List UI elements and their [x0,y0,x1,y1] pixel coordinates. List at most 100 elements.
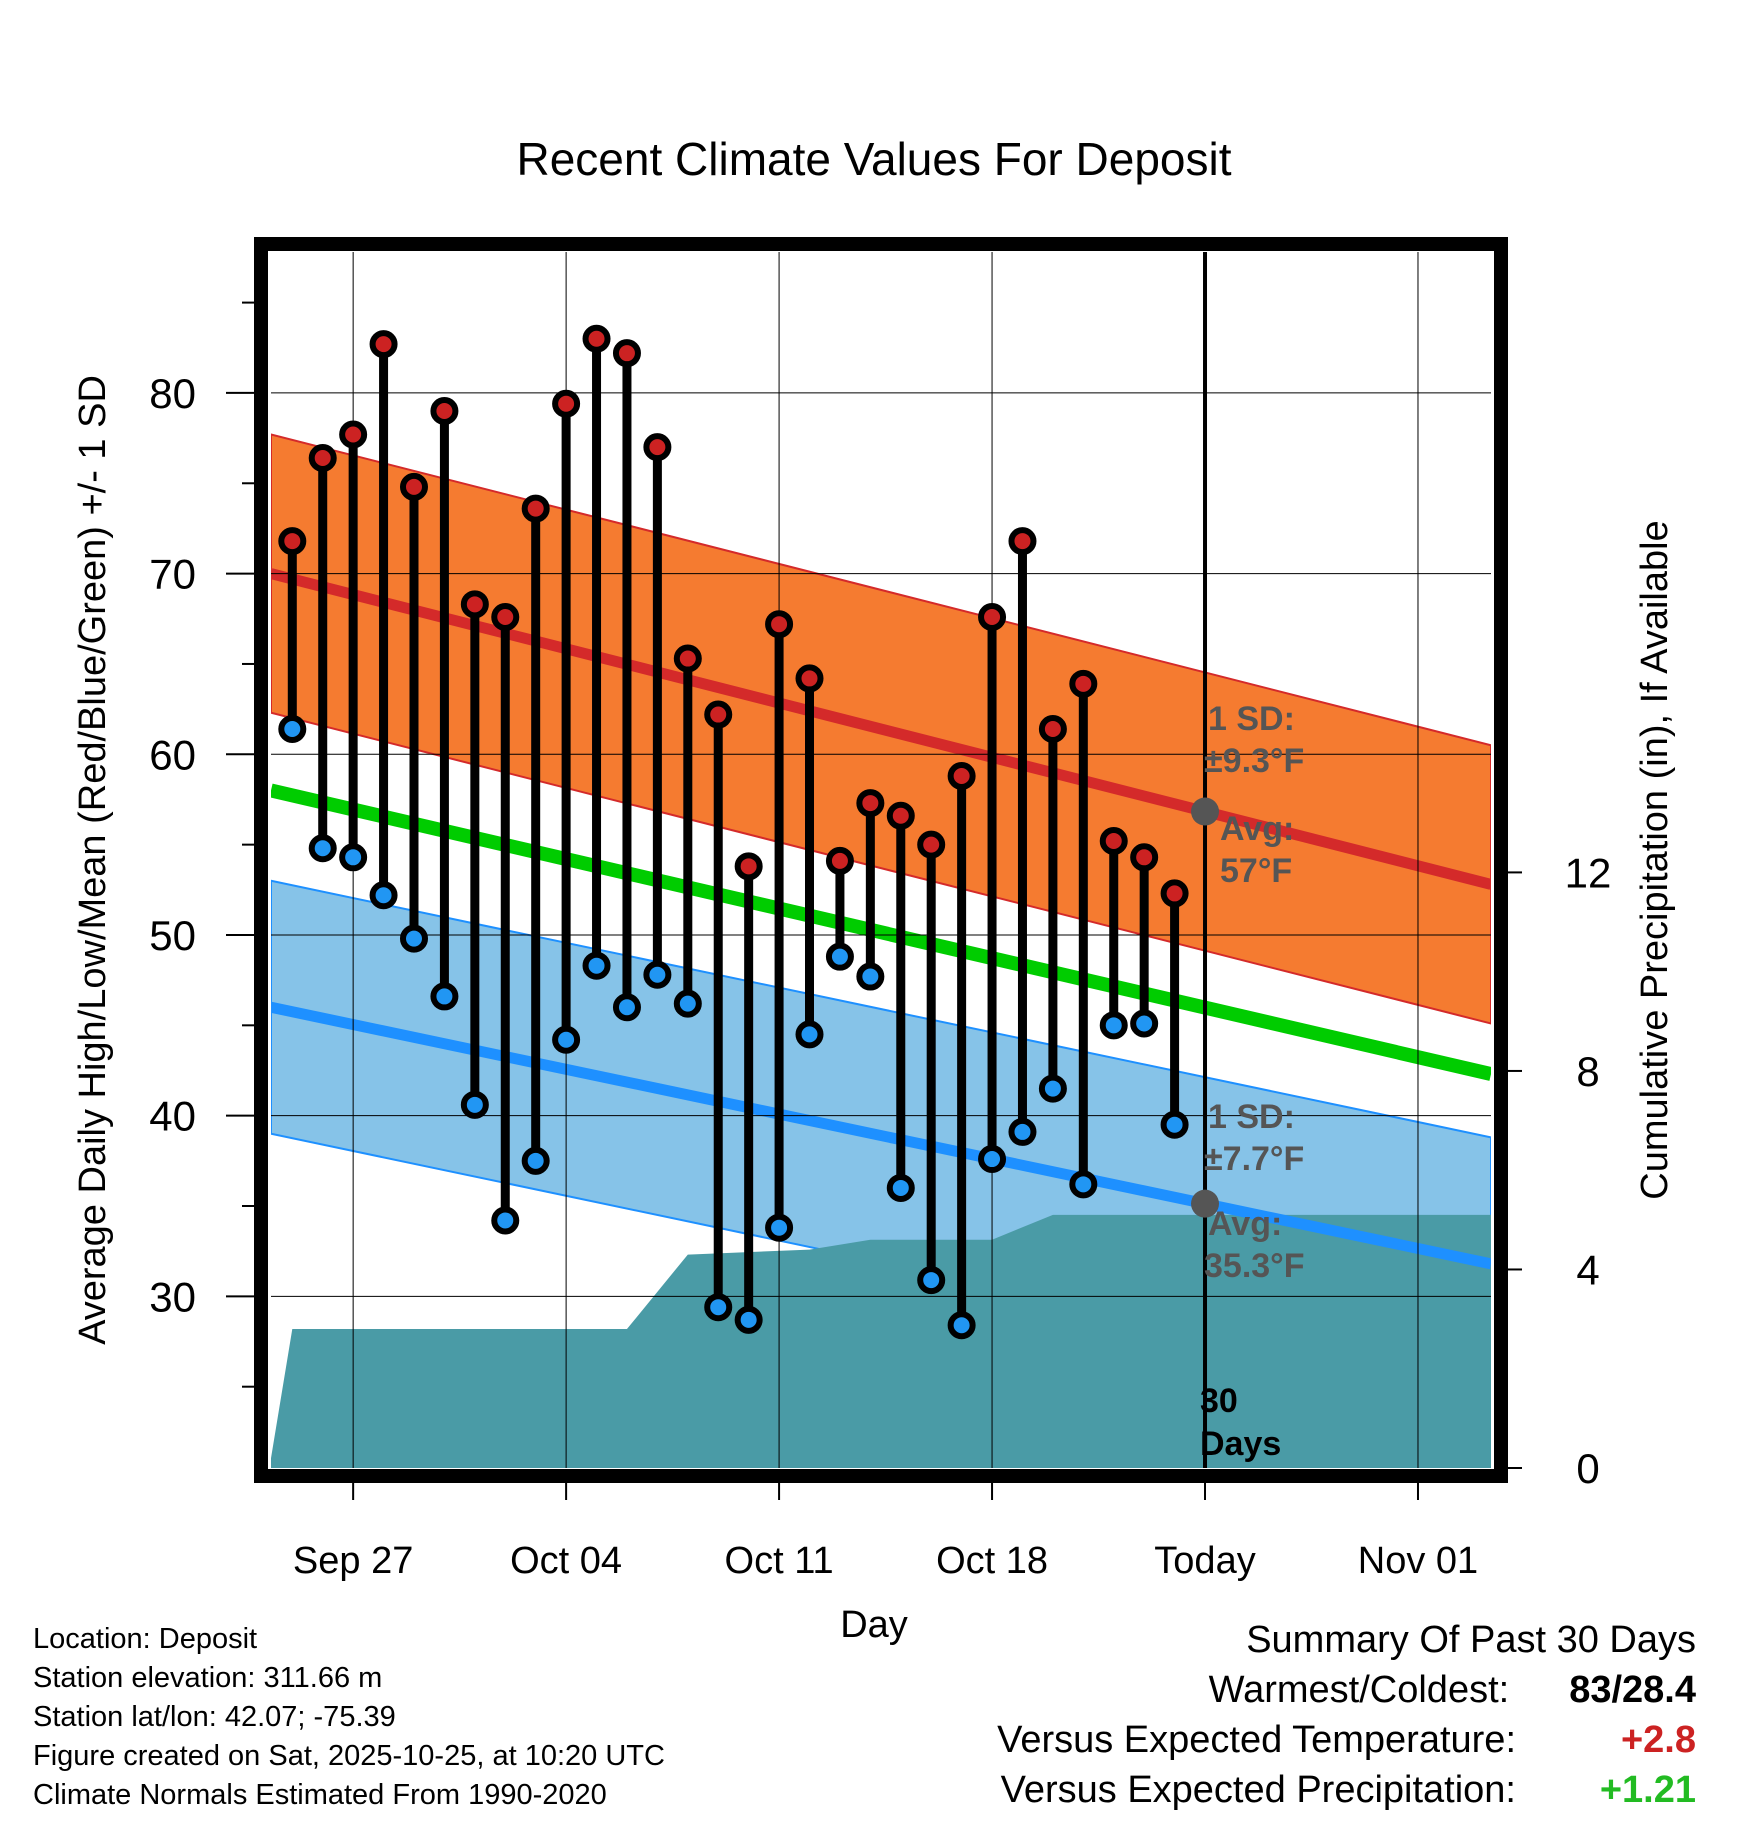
low-temp-dot [795,1020,824,1049]
temp-value: +2.8 [1620,1719,1696,1761]
y-axis-label-left: Average Daily High/Low/Mean (Red/Blue/Gr… [72,375,114,1345]
low-temp-dot [978,1145,1007,1174]
low-temp-dot [430,982,459,1011]
low-temp-dot [1008,1117,1037,1146]
low-temp-dot [1160,1110,1189,1139]
low-temp-dot [765,1213,794,1242]
high-temp-dot [339,420,368,449]
low-temp-dot [917,1266,946,1295]
low-temp-dot [1099,1011,1128,1040]
low-temp-dot [734,1305,763,1334]
high-temp-dot [734,852,763,881]
high-temp-dot [917,830,946,859]
summary-title: Summary Of Past 30 Days [1246,1619,1696,1661]
y-tick-label-right: 0 [1576,1445,1599,1492]
precip-value: +1.21 [1599,1769,1696,1811]
high-temp-dot [1038,715,1067,744]
low-temp-dot [278,715,307,744]
precip-label: Versus Expected Precipitation: [1000,1769,1516,1811]
high-temp-dot [673,644,702,673]
high-temp-dot [308,443,337,472]
low-temp-dot [521,1146,550,1175]
low-temp-dot [399,924,428,953]
temp-label: Versus Expected Temperature: [997,1719,1516,1761]
low-avg-value: 35.3°F [1204,1247,1305,1285]
low-sd-value: ±7.7°F [1204,1140,1304,1178]
low-temp-dot [856,962,885,991]
low-temp-dot [369,881,398,910]
high-avg-label: Avg: [1220,810,1294,848]
y-tick-label-left: 50 [149,912,196,959]
high-temp-dot [704,700,733,729]
latlon-text: Station lat/lon: 42.07; -75.39 [33,1701,396,1733]
high-temp-dot [856,789,885,818]
high-temp-dot [1008,527,1037,556]
high-avg-value: 57°F [1220,852,1292,890]
low-temp-dot [704,1293,733,1322]
high-temp-dot [491,602,520,631]
plot-frame [254,237,1508,1483]
low-sd-label: 1 SD: [1208,1098,1295,1136]
high-temp-dot [521,494,550,523]
y-tick-label-left: 40 [149,1093,196,1140]
high-temp-dot [369,330,398,359]
low-temp-dot [643,960,672,989]
y-tick-label-right: 12 [1565,849,1612,896]
plot-clip-group [271,252,1491,1468]
x-tick-label: Oct 18 [936,1540,1048,1582]
low-temp-dot [673,989,702,1018]
warm-cold-label: Warmest/Coldest: [1208,1669,1510,1711]
high-temp-dot [947,761,976,790]
y-tick-label-right: 8 [1576,1048,1599,1095]
high-temp-dot [430,397,459,426]
today-high-avg-marker [1191,797,1220,826]
y-tick-label-right: 4 [1576,1246,1599,1293]
high-temp-dot [1130,843,1159,872]
x-tick-label: Sep 27 [293,1540,413,1582]
y-tick-label-left: 60 [149,731,196,778]
normals-text: Climate Normals Estimated From 1990-2020 [33,1779,607,1811]
warm-cold-value: 83/28.4 [1569,1669,1696,1711]
low-temp-dot [491,1206,520,1235]
summary-temp: Versus Expected Temperature: +2.8 [997,1715,1696,1765]
high-temp-dot [978,602,1007,631]
y-tick-label-left: 80 [149,370,196,417]
low-avg-label: Avg: [1208,1205,1282,1243]
high-temp-dot [582,324,611,353]
high-sd-label: 1 SD: [1208,700,1295,738]
high-sd-value: ±9.3°F [1204,742,1304,780]
y-axis-label-right: Cumulative Precipitation (in), If Availa… [1634,520,1676,1199]
low-temp-dot [582,951,611,980]
high-temp-dot [795,664,824,693]
summary-precip: Versus Expected Precipitation: +1.21 [997,1765,1696,1815]
plot-area: 1 SD: ±9.3°F Avg: 57°F 1 SD: ±7.7°F Avg: 35.3°F… [149,237,1612,1582]
high-temp-dot [1069,669,1098,698]
low-temp-dot [1038,1074,1067,1103]
low-temp-dot [339,843,368,872]
y-tick-label-left: 30 [149,1273,196,1320]
chart-title: Recent Climate Values For Deposit [517,133,1232,185]
x-axis-label: Day [840,1604,908,1646]
station-info: Location: Deposit Station elevation: 311… [33,1620,665,1815]
y-tick-label-left: 70 [149,551,196,598]
location-text: Location: Deposit [33,1623,258,1655]
high-temp-dot [765,610,794,639]
low-temp-dot [1069,1170,1098,1199]
high-temp-dot [1099,827,1128,856]
high-temp-dot [278,527,307,556]
low-temp-dot [825,942,854,971]
high-temp-dot [552,389,581,418]
high-temp-dot [460,590,489,619]
low-temp-dot [1130,1009,1159,1038]
x-tick-label: Oct 11 [725,1540,834,1582]
low-temp-dot [947,1311,976,1340]
low-temp-dot [612,993,641,1022]
high-temp-dot [886,801,915,830]
today-low-avg-marker [1191,1189,1220,1218]
x-tick-label: Today [1154,1540,1255,1582]
days-word: Days [1200,1425,1281,1463]
x-tick-label: Nov 01 [1358,1540,1478,1582]
high-temp-dot [399,472,428,501]
